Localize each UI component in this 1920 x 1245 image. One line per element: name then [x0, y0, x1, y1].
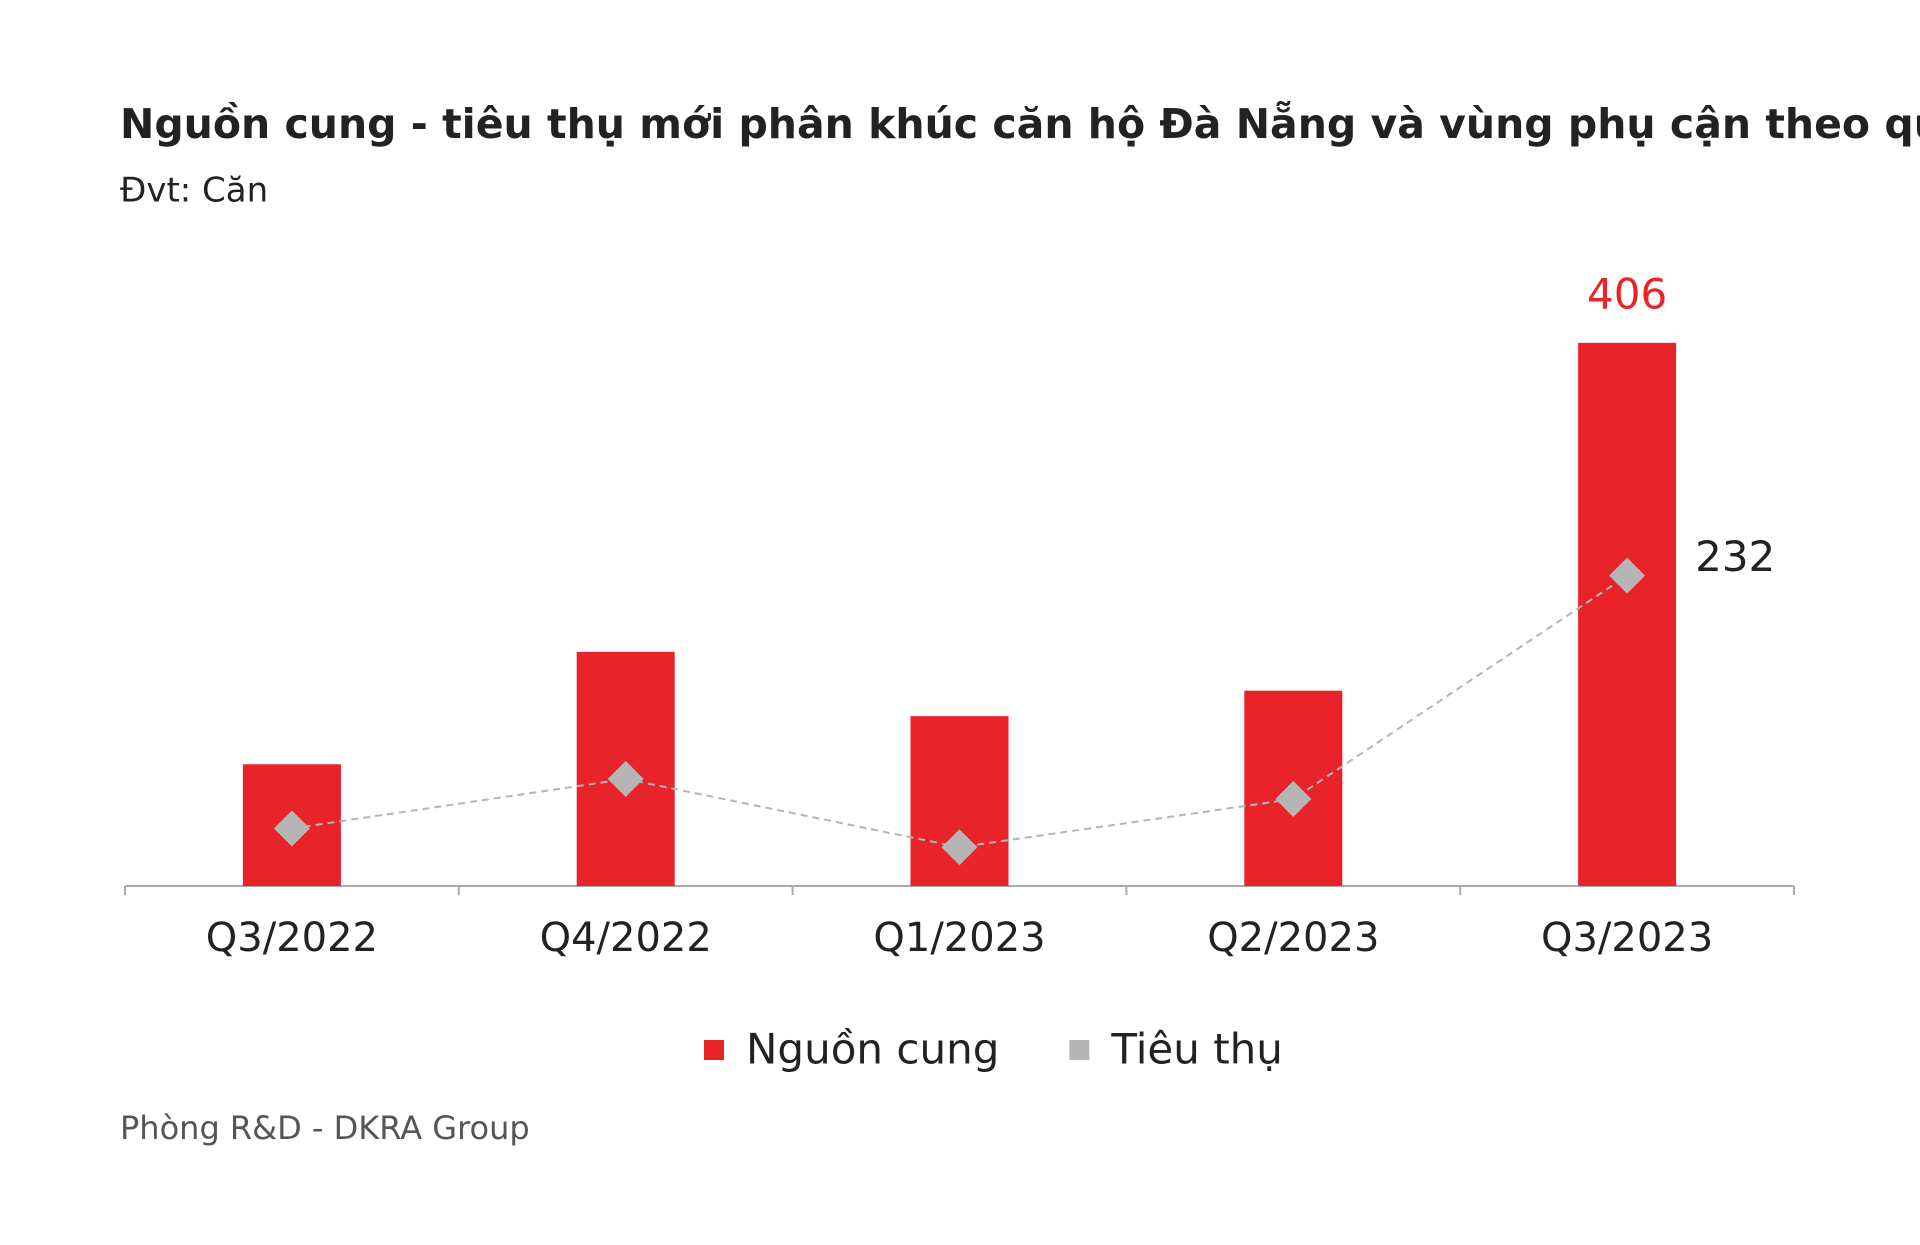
data-label: 232	[1695, 532, 1775, 581]
marker	[607, 760, 644, 797]
x-tick-label: Q3/2022	[206, 915, 378, 961]
x-tick-label: Q4/2022	[540, 915, 712, 961]
source-note: Phòng R&D - DKRA Group	[120, 1109, 530, 1147]
marker	[941, 829, 978, 866]
chart-title: Nguồn cung - tiêu thụ mới phân khúc căn …	[120, 100, 1920, 148]
x-tick-label: Q2/2023	[1207, 915, 1379, 961]
data-label: 406	[1587, 269, 1667, 318]
legend-swatch	[704, 1040, 724, 1060]
x-tick-label: Q1/2023	[873, 915, 1045, 961]
chart-subtitle: Đvt: Căn	[120, 171, 268, 211]
legend-label: Tiêu thụ	[1110, 1025, 1283, 1074]
marker	[1609, 557, 1646, 594]
legend-label: Nguồn cung	[746, 1025, 999, 1074]
bar	[1578, 342, 1677, 887]
legend-swatch	[1069, 1040, 1090, 1060]
marker	[1275, 781, 1312, 818]
x-tick-label: Q3/2023	[1541, 915, 1713, 961]
marker	[273, 810, 310, 847]
